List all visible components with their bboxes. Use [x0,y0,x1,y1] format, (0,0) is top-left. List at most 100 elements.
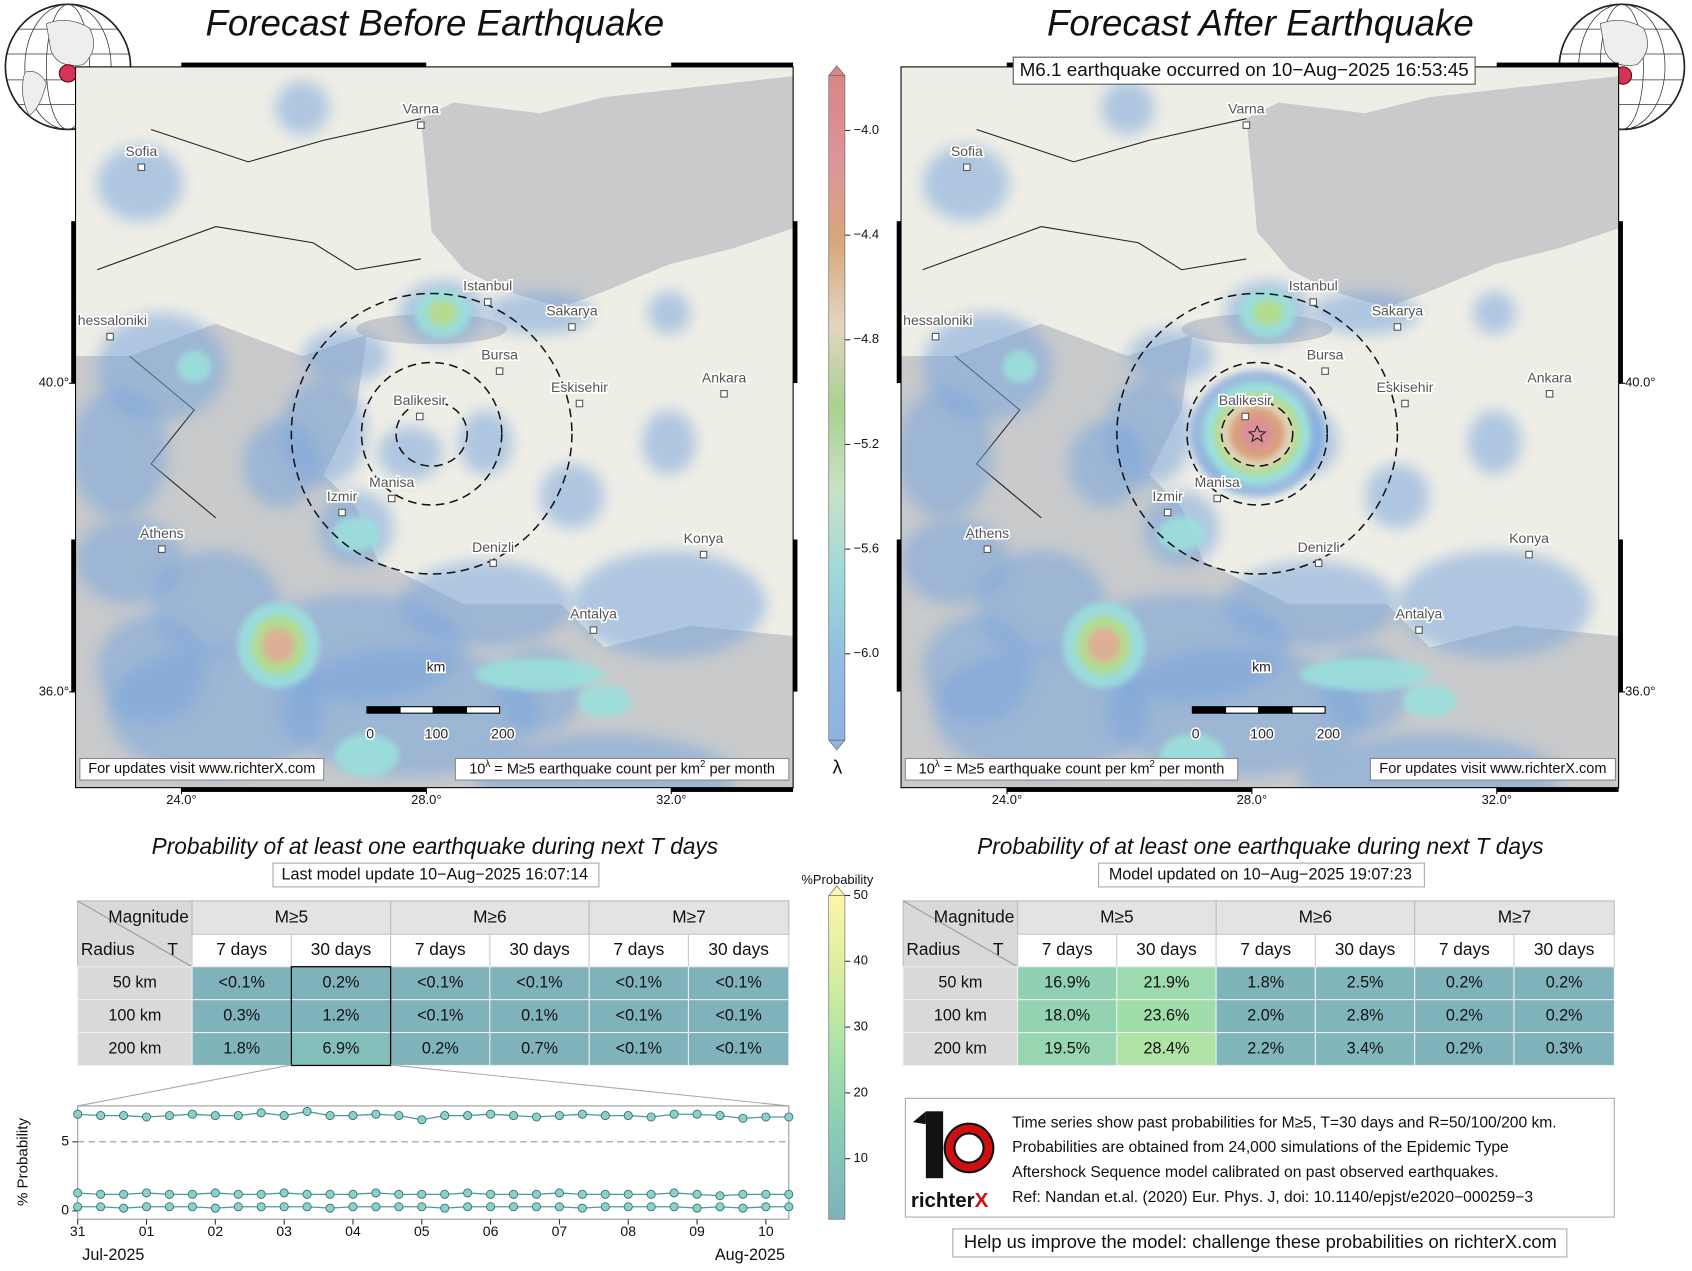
data-point [784,1202,794,1212]
data-point [256,1108,266,1118]
probability-value: <0.1% [516,974,562,992]
magnitude-label: M≥7 [672,907,705,927]
event-box [1012,56,1476,85]
row-header [902,966,1019,1001]
epicenter [1247,424,1267,443]
probability-cell [1215,999,1316,1034]
period-header [191,933,292,968]
probability-value: 1.2% [323,1007,360,1025]
unit-note-part: 10 [919,761,935,777]
hazard-area [1106,377,1193,486]
data-point [486,1109,496,1119]
frame-bar [671,62,794,67]
radius-label: 100 km [108,1007,161,1025]
x-tick-label: 10 [758,1223,774,1239]
period-header [1017,933,1118,968]
colorbar-tick-label: −5.2 [854,436,880,451]
probability-value: <0.1% [219,974,265,992]
hazard-area [75,517,184,605]
data-point [531,1112,542,1122]
y-tick-label: 40.0° [1625,375,1655,390]
city-marker [415,412,424,421]
colorbar-end [828,885,846,896]
corner-label: Radius [81,939,135,959]
data-point [302,1106,312,1116]
hazard-area [334,733,400,777]
data-point [256,1189,266,1199]
hazard-area [176,350,212,384]
probability-value: 3.4% [1347,1040,1384,1058]
probability-cell [588,1032,689,1067]
city-marker [338,508,346,517]
probability-value: 0.2% [422,1040,459,1058]
city-label: Eskisehir [551,379,608,395]
data-point [279,1188,289,1198]
update-box [272,862,600,888]
corner-label: Radius [906,939,960,959]
data-point [233,1202,243,1212]
sea [420,76,794,308]
logo-part: X [975,1189,989,1212]
hazard-area [275,80,330,135]
hazard-area [427,299,458,326]
x-tick-label: 24.0° [166,792,196,807]
row-header [902,999,1019,1034]
magnitude-label: M≥6 [473,907,506,927]
hazard-area [474,658,605,691]
hazard-area [901,388,993,518]
probability-value: 1.8% [1247,974,1284,992]
city-marker [1163,508,1172,517]
hazard-area [1224,561,1398,648]
city-marker [483,298,492,306]
data-point [141,1202,152,1212]
scale-segment [1191,706,1227,714]
period-label: 30 days [1534,939,1594,959]
info-line: Probabilities are obtained from 24,000 s… [1012,1139,1509,1156]
period-label: 7 days [415,939,466,959]
city-marker [1393,323,1402,331]
highlight [290,966,392,1067]
probability-value: 19.5% [1044,1040,1090,1058]
data-point [623,1202,633,1212]
hazard-area [571,550,767,659]
data-point [73,1109,83,1119]
data-point [738,1189,748,1199]
sea [1246,76,1619,308]
data-point [119,1189,129,1199]
map-title: Forecast After Earthquake [1047,3,1474,44]
x-tick-label: 08 [620,1223,636,1239]
probability-cell [687,1032,790,1067]
probability-value: <0.1% [616,974,662,992]
data-point [371,1202,381,1212]
period-header [390,933,491,968]
hazard-area [1127,329,1214,384]
period-header [687,933,790,968]
data-point [96,1111,106,1121]
probability-cell [1513,966,1615,1001]
colorbar-tick-label: 10 [854,1150,868,1165]
city-marker [1242,121,1251,129]
corner-label: Magnitude [934,907,1015,927]
data-point [692,1189,702,1199]
data-point [210,1188,220,1198]
data-point [371,1109,381,1119]
probability-cell [1116,1032,1217,1067]
distance-ring [1220,400,1294,467]
distance-ring [1186,361,1329,506]
colorbar [828,75,846,741]
data-point [761,1112,771,1122]
x-tick-label: 28.0° [411,792,441,807]
frame-bar [1496,62,1619,67]
magnitude-header [1017,900,1217,935]
colorbar-tick-label: −4.4 [854,227,880,242]
hazard-area [1311,291,1419,335]
data-point [394,1202,404,1212]
magnitude-header [588,900,790,935]
colorbar [828,895,846,1220]
x-tick-label: 06 [483,1223,499,1239]
hazard-area [399,561,572,648]
colorbar-tick-label: 40 [854,953,868,968]
data-point [96,1202,106,1212]
month-label: Jul-2025 [82,1246,144,1264]
city-label: hessaloniki [78,312,147,328]
